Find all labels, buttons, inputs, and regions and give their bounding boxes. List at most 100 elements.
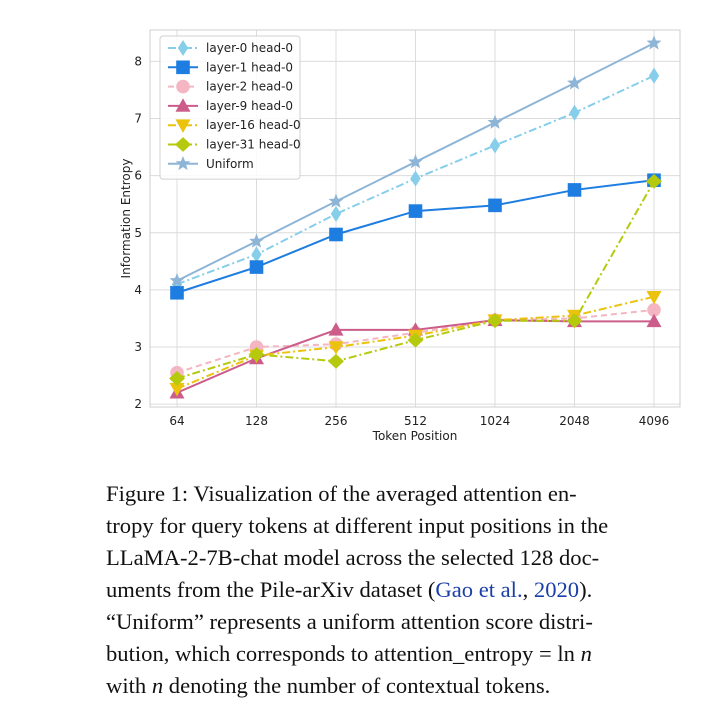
y-axis-label: Information Entropy — [119, 159, 133, 279]
legend-marker — [175, 119, 191, 133]
data-point — [646, 313, 662, 328]
legend-label: layer-0 head-0 — [206, 41, 293, 55]
data-point — [330, 205, 342, 222]
legend-label: layer-2 head-0 — [206, 80, 293, 94]
data-point — [407, 332, 424, 348]
citation-link[interactable]: 2020 — [533, 577, 580, 602]
x-tick-label: 128 — [245, 414, 268, 428]
caption-line: Figure 1: Visualization of the averaged … — [106, 478, 696, 510]
y-tick-label: 2 — [134, 397, 142, 411]
data-point — [170, 285, 184, 300]
caption-text: with — [106, 673, 152, 698]
y-tick-labels: 2 3 4 5 6 7 8 — [134, 54, 142, 411]
data-point — [249, 233, 264, 248]
caption-line: with n denoting the number of contextual… — [106, 670, 696, 702]
y-tick-label: 6 — [134, 169, 142, 183]
x-tick-labels: 64 128 256 512 1024 2048 4096 — [169, 414, 669, 428]
data-point — [567, 183, 582, 197]
caption-text: uments from the Pile-arXiv dataset ( — [106, 577, 436, 602]
legend-item: layer-31 head-0 — [168, 137, 301, 152]
legend-marker — [176, 79, 190, 94]
data-point — [328, 353, 344, 369]
legend-label: layer-16 head-0 — [206, 118, 301, 132]
legend-marker — [175, 98, 191, 112]
y-tick-label: 3 — [134, 340, 142, 354]
legend-marker — [175, 137, 191, 152]
data-point — [489, 137, 501, 154]
x-tick-label: 4096 — [639, 414, 670, 428]
x-axis-label: Token Position — [372, 429, 458, 443]
legend-item: layer-16 head-0 — [168, 118, 301, 133]
caption-text: ). — [579, 577, 593, 602]
data-point — [487, 313, 503, 329]
caption-text: Figure 1: Visualization of the averaged … — [106, 481, 577, 506]
data-point — [488, 198, 502, 213]
data-point — [487, 114, 503, 129]
caption-text: , — [522, 577, 534, 602]
data-point — [646, 35, 662, 50]
caption-text: denoting the number of contextual tokens… — [163, 673, 551, 698]
data-point — [648, 67, 660, 84]
data-point — [169, 272, 185, 288]
data-point — [569, 104, 580, 121]
caption-line: “Uniform” represents a uniform attention… — [106, 606, 696, 638]
legend: layer-0 head-0 layer-1 head-0 layer-2 head… — [159, 35, 301, 180]
x-tick-label: 1024 — [480, 414, 511, 428]
data-point — [566, 313, 583, 329]
caption-line: tropy for query tokens at different inpu… — [106, 510, 696, 542]
legend-label: layer-9 head-0 — [206, 99, 293, 113]
data-point — [408, 154, 423, 169]
y-tick-label: 4 — [134, 283, 142, 297]
data-point — [328, 322, 344, 336]
series-layer-31-head-0 — [169, 173, 662, 386]
x-tick-label: 256 — [325, 414, 348, 428]
legend-marker — [177, 39, 189, 57]
y-tick-label: 5 — [134, 226, 142, 240]
data-point — [328, 193, 344, 208]
plot-frame — [149, 29, 681, 408]
caption-text: “Uniform” represents a uniform attention… — [106, 609, 593, 634]
caption-line: uments from the Pile-arXiv dataset (Gao … — [106, 574, 696, 606]
legend-marker — [175, 155, 191, 171]
series — [169, 35, 662, 399]
legend-label: Uniform — [206, 157, 254, 171]
caption-line: LLaMA-2-7B-chat model across the selecte… — [106, 542, 696, 574]
caption-text: tropy for query tokens at different inpu… — [106, 513, 609, 538]
legend-item: Uniform — [168, 155, 254, 171]
caption-line: bution, which corresponds to attention_e… — [106, 638, 696, 670]
data-point — [248, 347, 265, 362]
data-point — [328, 341, 344, 355]
caption-text: n — [580, 641, 592, 666]
legend-item: layer-1 head-0 — [168, 60, 293, 74]
x-tick-label: 64 — [169, 414, 184, 428]
legend-item: layer-2 head-0 — [168, 80, 293, 94]
legend-box — [159, 35, 301, 180]
legend-label: layer-1 head-0 — [206, 60, 293, 74]
data-point — [251, 246, 262, 263]
x-tick-label: 512 — [404, 414, 427, 428]
legend-marker — [176, 60, 190, 75]
legend-item: layer-9 head-0 — [168, 98, 293, 113]
legend-item: layer-0 head-0 — [168, 39, 293, 57]
figure-caption: Figure 1: Visualization of the averaged … — [106, 478, 696, 702]
citation-link[interactable]: Gao et al. — [435, 577, 523, 602]
data-point — [410, 170, 421, 187]
x-tick-label: 2048 — [559, 414, 590, 428]
data-point — [169, 371, 185, 386]
caption-text: bution, which corresponds to attention_e… — [106, 641, 558, 666]
data-point — [408, 204, 423, 218]
data-point — [646, 173, 662, 189]
caption-text: ln — [557, 641, 575, 666]
series-uniform — [169, 35, 662, 288]
data-point — [249, 260, 264, 274]
caption-text: LLaMA-2-7B-chat model across the selecte… — [106, 545, 600, 570]
data-point — [329, 227, 343, 242]
caption-text: n — [151, 673, 164, 698]
legend-label: layer-31 head-0 — [206, 138, 301, 152]
data-point — [567, 75, 582, 90]
entropy-line-chart: 2 3 4 5 6 7 8 64 128 256 512 1024 2048 4096 Token Po… — [119, 29, 681, 443]
y-tick-label: 8 — [134, 54, 142, 68]
y-tick-label: 7 — [134, 112, 142, 126]
data-point — [646, 290, 662, 305]
